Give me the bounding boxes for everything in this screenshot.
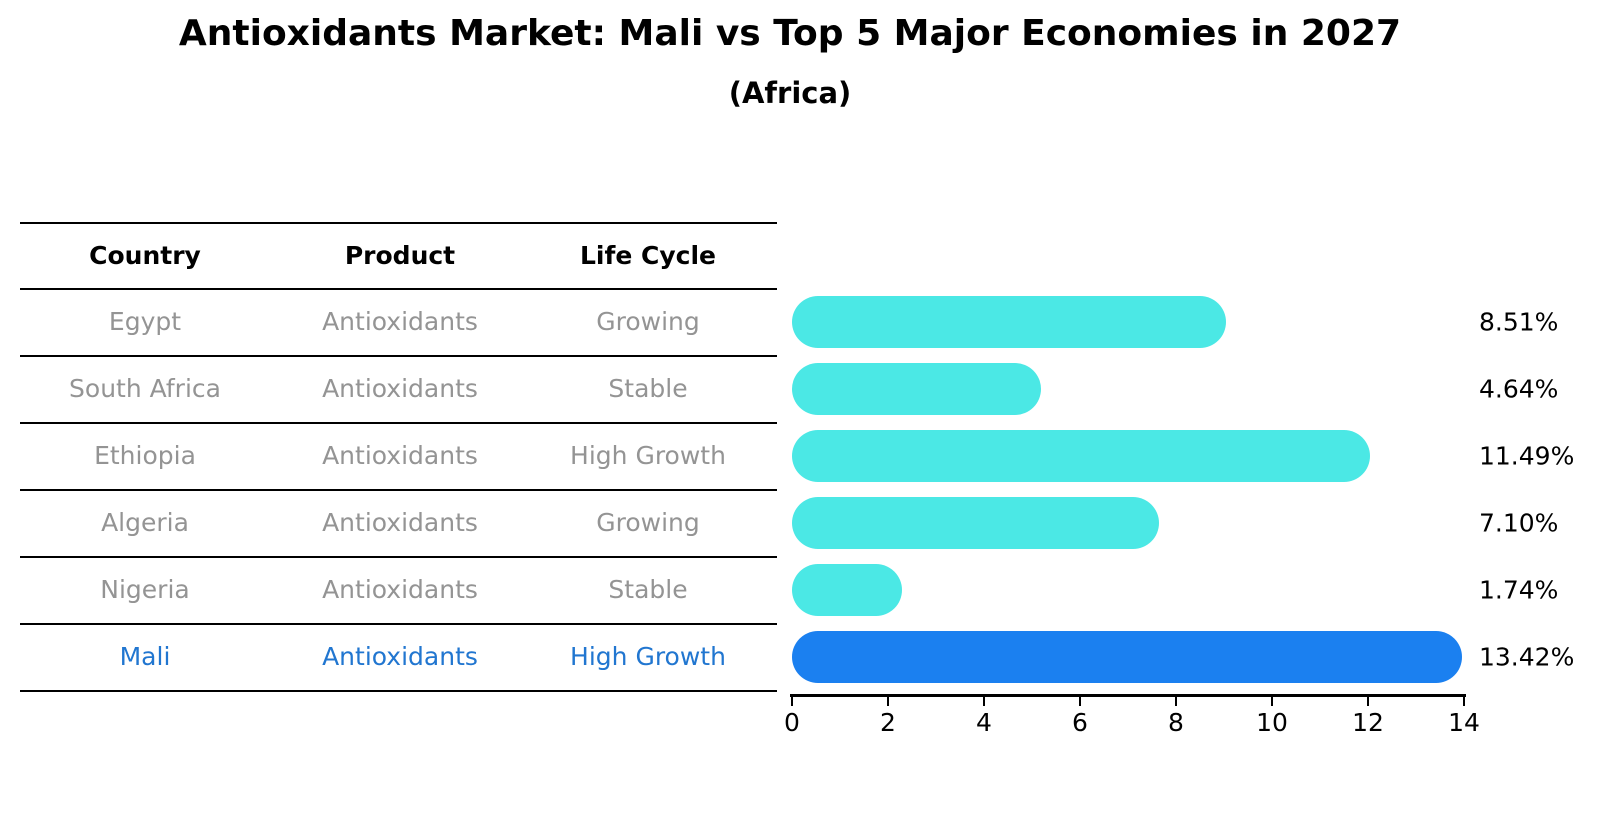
cell-life-cycle: Growing bbox=[596, 508, 700, 537]
cell-country: Egypt bbox=[108, 307, 182, 336]
cell-country: Nigeria bbox=[100, 575, 190, 604]
x-axis-tick-label: 12 bbox=[1352, 708, 1384, 737]
row-separator-line bbox=[20, 288, 777, 290]
row-separator-line bbox=[20, 690, 777, 692]
value-label-mali: 13.42% bbox=[1479, 642, 1575, 671]
value-label-algeria: 7.10% bbox=[1479, 508, 1559, 537]
row-separator-line bbox=[20, 623, 777, 625]
cell-product: Antioxidants bbox=[322, 374, 478, 403]
cell-product: Antioxidants bbox=[322, 575, 478, 604]
col-header-country: Country bbox=[89, 240, 201, 270]
cell-country: Mali bbox=[119, 642, 171, 671]
x-axis-tick-label: 2 bbox=[880, 708, 896, 737]
bar-algeria bbox=[792, 496, 1159, 549]
x-axis-tick bbox=[983, 697, 985, 706]
value-label-nigeria: 1.74% bbox=[1479, 575, 1559, 604]
bar-mali bbox=[792, 630, 1463, 683]
cell-product: Antioxidants bbox=[322, 508, 478, 537]
x-axis-tick bbox=[1271, 697, 1273, 706]
x-axis-tick bbox=[887, 697, 889, 706]
value-label-egypt: 8.51% bbox=[1479, 307, 1559, 336]
cell-life-cycle: Stable bbox=[608, 575, 688, 604]
value-label-south-africa: 4.64% bbox=[1479, 374, 1559, 403]
cell-country: South Africa bbox=[69, 374, 221, 403]
col-header-life-cycle: Life Cycle bbox=[579, 240, 717, 270]
cell-product: Antioxidants bbox=[322, 307, 478, 336]
x-axis-tick-label: 0 bbox=[784, 708, 800, 737]
x-axis-tick bbox=[1367, 697, 1369, 706]
bar-nigeria bbox=[792, 563, 902, 616]
value-label-ethiopia: 11.49% bbox=[1479, 441, 1575, 470]
x-axis-tick-label: 4 bbox=[976, 708, 992, 737]
bar-south-africa bbox=[792, 362, 1041, 415]
cell-product: Antioxidants bbox=[322, 642, 478, 671]
x-axis-tick-label: 8 bbox=[1168, 708, 1184, 737]
page-title: Antioxidants Market: Mali vs Top 5 Major… bbox=[178, 13, 1402, 54]
cell-country: Ethiopia bbox=[94, 441, 196, 470]
cell-life-cycle: High Growth bbox=[570, 642, 726, 671]
x-axis-tick bbox=[1175, 697, 1177, 706]
row-separator-line bbox=[20, 556, 777, 558]
x-axis-tick-label: 14 bbox=[1448, 708, 1480, 737]
x-axis-tick bbox=[791, 697, 793, 706]
bar-egypt bbox=[792, 295, 1227, 348]
x-axis-tick bbox=[1079, 697, 1081, 706]
x-axis-tick bbox=[1463, 697, 1465, 706]
cell-product: Antioxidants bbox=[322, 441, 478, 470]
col-header-product: Product bbox=[344, 240, 456, 270]
cell-country: Algeria bbox=[101, 508, 189, 537]
x-axis-line bbox=[790, 694, 1466, 697]
x-axis-tick-label: 10 bbox=[1256, 708, 1288, 737]
row-separator-line bbox=[20, 355, 777, 357]
row-separator-line bbox=[20, 489, 777, 491]
cell-life-cycle: Stable bbox=[608, 374, 688, 403]
row-separator-line bbox=[20, 222, 777, 224]
cell-life-cycle: Growing bbox=[596, 307, 700, 336]
cell-life-cycle: High Growth bbox=[570, 441, 726, 470]
page-subtitle: (Africa) bbox=[728, 76, 852, 110]
x-axis-tick-label: 6 bbox=[1072, 708, 1088, 737]
bar-ethiopia bbox=[792, 429, 1370, 482]
row-separator-line bbox=[20, 422, 777, 424]
